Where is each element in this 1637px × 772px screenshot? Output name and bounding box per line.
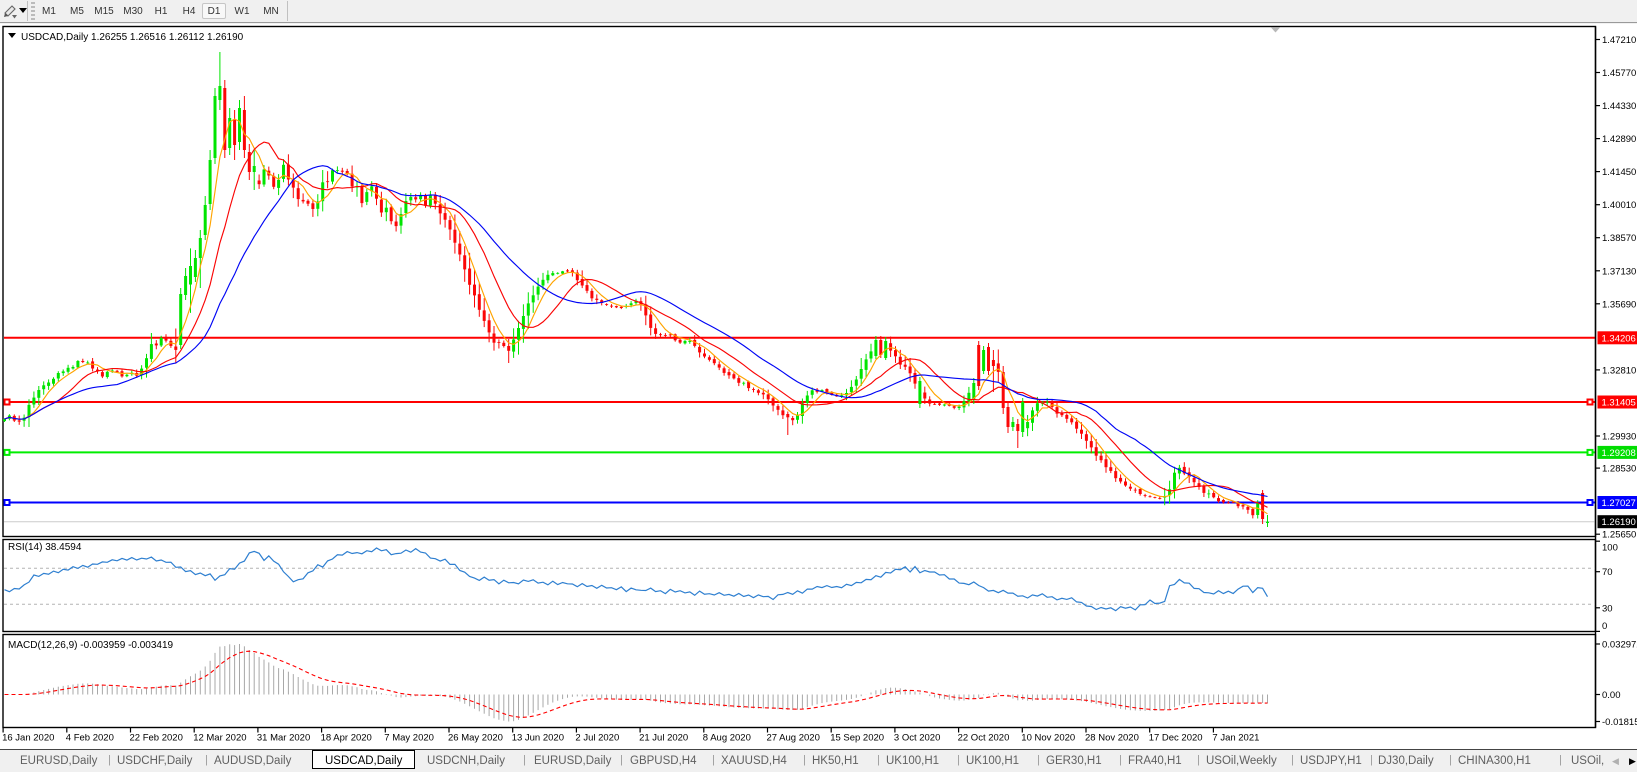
svg-text:1.29930: 1.29930 (1602, 432, 1636, 443)
svg-text:1.27027: 1.27027 (1602, 498, 1636, 509)
svg-text:1.41450: 1.41450 (1602, 167, 1636, 178)
svg-text:3 Oct 2020: 3 Oct 2020 (894, 733, 940, 744)
svg-text:10 Nov 2020: 10 Nov 2020 (1021, 733, 1075, 744)
svg-text:1.42890: 1.42890 (1602, 134, 1636, 145)
svg-text:MACD(12,26,9) -0.003959 -0.003: MACD(12,26,9) -0.003959 -0.003419 (8, 640, 174, 651)
svg-text:1.45770: 1.45770 (1602, 68, 1636, 79)
svg-text:21 Jul 2020: 21 Jul 2020 (639, 733, 688, 744)
svg-text:1.38570: 1.38570 (1602, 233, 1636, 244)
svg-text:0.032972: 0.032972 (1602, 640, 1637, 651)
svg-text:31 Mar 2020: 31 Mar 2020 (257, 733, 310, 744)
svg-text:0.00: 0.00 (1602, 690, 1621, 701)
svg-text:1.26190: 1.26190 (1602, 517, 1636, 528)
svg-text:8 Aug 2020: 8 Aug 2020 (703, 733, 751, 744)
svg-text:16 Jan 2020: 16 Jan 2020 (2, 733, 54, 744)
svg-text:1.47210: 1.47210 (1602, 35, 1636, 46)
svg-text:22 Feb 2020: 22 Feb 2020 (130, 733, 183, 744)
svg-text:12 Mar 2020: 12 Mar 2020 (193, 733, 246, 744)
svg-text:4 Feb 2020: 4 Feb 2020 (66, 733, 114, 744)
svg-text:15 Sep 2020: 15 Sep 2020 (830, 733, 884, 744)
svg-text:1.32810: 1.32810 (1602, 365, 1636, 376)
svg-text:26 May 2020: 26 May 2020 (448, 733, 503, 744)
svg-text:27 Aug 2020: 27 Aug 2020 (767, 733, 820, 744)
svg-text:7 Jan 2021: 7 Jan 2021 (1212, 733, 1259, 744)
svg-text:18 Apr 2020: 18 Apr 2020 (321, 733, 372, 744)
svg-text:1.25650: 1.25650 (1602, 530, 1636, 541)
svg-text:13 Jun 2020: 13 Jun 2020 (512, 733, 564, 744)
svg-text:RSI(14) 38.4594: RSI(14) 38.4594 (8, 542, 82, 553)
svg-text:1.29208: 1.29208 (1602, 448, 1636, 459)
svg-text:1.40010: 1.40010 (1602, 200, 1636, 211)
svg-text:30: 30 (1602, 603, 1613, 614)
svg-text:USDCAD,Daily 1.26255 1.26516: USDCAD,Daily 1.26255 1.26516 1.26112 1.2… (21, 32, 244, 43)
svg-text:1.37130: 1.37130 (1602, 266, 1636, 277)
svg-text:17 Dec 2020: 17 Dec 2020 (1149, 733, 1203, 744)
svg-text:1.31405: 1.31405 (1602, 398, 1636, 409)
svg-text:1.44330: 1.44330 (1602, 101, 1636, 112)
svg-text:2 Jul 2020: 2 Jul 2020 (575, 733, 619, 744)
svg-text:0: 0 (1602, 621, 1607, 632)
svg-text:7 May 2020: 7 May 2020 (384, 733, 434, 744)
svg-text:100: 100 (1602, 543, 1618, 554)
svg-text:22 Oct 2020: 22 Oct 2020 (958, 733, 1010, 744)
svg-text:1.28530: 1.28530 (1602, 464, 1636, 475)
svg-text:70: 70 (1602, 567, 1613, 578)
svg-text:1.35690: 1.35690 (1602, 299, 1636, 310)
svg-text:-0.018154: -0.018154 (1602, 717, 1637, 728)
svg-text:1.34206: 1.34206 (1602, 333, 1636, 344)
svg-text:28 Nov 2020: 28 Nov 2020 (1085, 733, 1139, 744)
